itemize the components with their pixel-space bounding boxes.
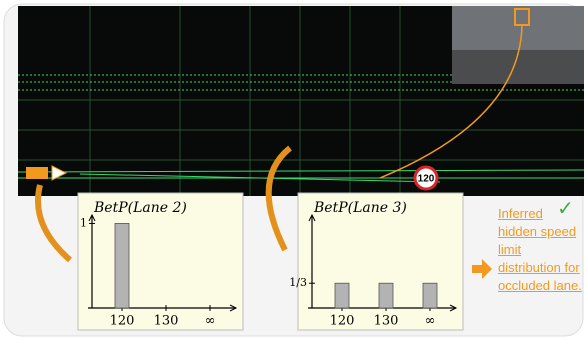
ego-car (26, 167, 48, 179)
y-tick-label: 1/3 (289, 276, 307, 289)
x-tick-label: ∞ (205, 314, 216, 329)
x-tick-label: 120 (330, 314, 355, 329)
page: 120 BetP(Lane 2) 1 120 130 ∞ BetP(Lane 3) 1/3 1… (0, 0, 587, 340)
chart-title: BetP(Lane 2) (93, 200, 187, 216)
x-tick-label: ∞ (425, 314, 436, 329)
x-tick-label: 130 (154, 314, 179, 329)
bar (423, 283, 437, 308)
bar (115, 223, 129, 308)
bar (379, 283, 393, 308)
caption: Inferred hidden speed limit distribution… (498, 205, 584, 295)
chart-title: BetP(Lane 3) (313, 200, 407, 216)
bar (335, 283, 349, 308)
x-tick-label: 130 (374, 314, 399, 329)
x-tick-label: 120 (110, 314, 135, 329)
y-tick-label: 1 (80, 216, 87, 229)
sign-text: 120 (418, 174, 435, 185)
